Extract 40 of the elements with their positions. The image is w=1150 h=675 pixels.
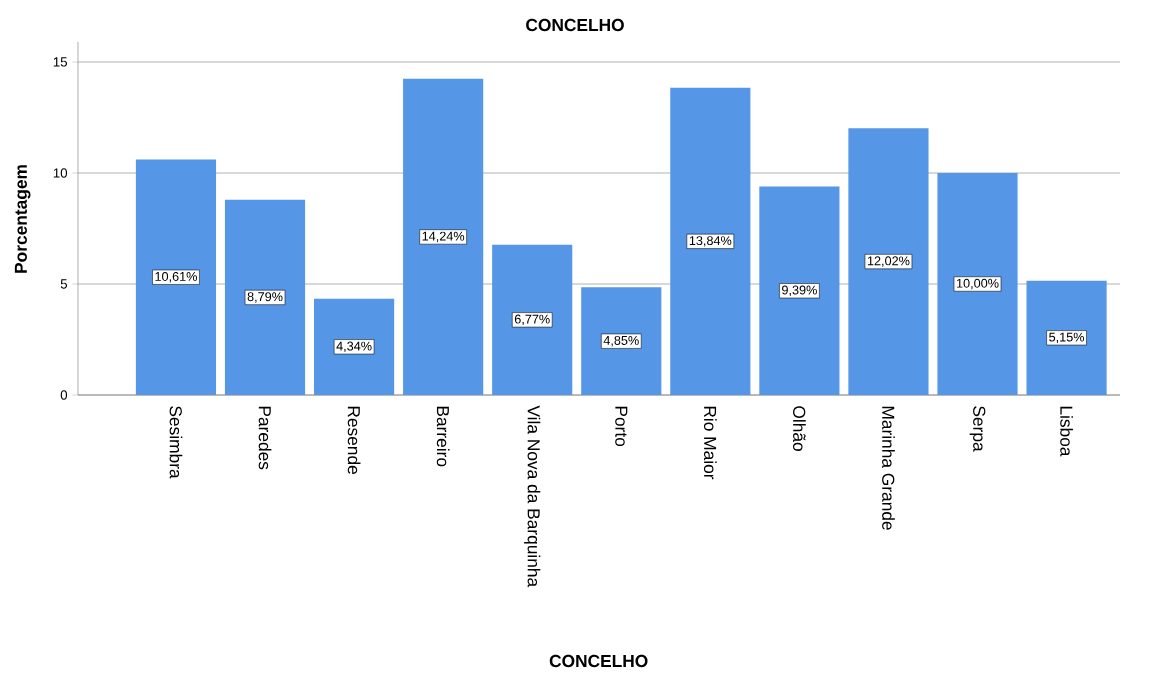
x-tick-label: Rio Maior — [703, 406, 717, 480]
bar — [759, 186, 840, 395]
x-tick-label: Lisboa — [1060, 406, 1073, 457]
bar — [135, 159, 217, 395]
data-label: 14,24% — [422, 231, 465, 243]
y-tick-label: 0 — [60, 390, 68, 400]
data-label: 10,61% — [155, 271, 197, 283]
data-label: 13,84% — [689, 236, 732, 247]
data-label: 5,15% — [1049, 332, 1085, 344]
bar — [492, 244, 573, 395]
data-label: 10,00% — [956, 278, 999, 290]
data-label: 8,79% — [247, 292, 283, 303]
bar — [314, 298, 395, 395]
data-label: 6,77% — [514, 314, 550, 326]
x-tick-label: Paredes — [258, 406, 272, 470]
x-tick-label: Olhão — [793, 406, 806, 451]
x-axis-title: CONCELHO — [549, 654, 648, 668]
bar — [670, 87, 751, 395]
bar — [403, 78, 484, 395]
data-label: 12,02% — [867, 256, 910, 267]
bar — [224, 199, 306, 395]
y-tick-label: 5 — [60, 279, 68, 289]
bar — [1026, 280, 1107, 395]
y-axis-title: Porcentagem — [14, 165, 31, 273]
x-tick-label: Sesimbra — [169, 406, 183, 479]
data-label: 4,85% — [603, 335, 639, 347]
x-tick-label: Barreiro — [436, 406, 450, 467]
x-tick-label: Resende — [347, 406, 361, 474]
x-tick-label: Serpa — [969, 406, 986, 452]
data-label: 9,39% — [782, 285, 817, 297]
bar — [581, 287, 662, 395]
data-label: 4,34% — [336, 341, 372, 353]
bar — [937, 172, 1018, 395]
bar — [848, 128, 929, 395]
x-tick-label: Porto — [615, 406, 628, 447]
y-tick-label: 15 — [53, 57, 68, 67]
y-tick-label: 10 — [53, 168, 68, 178]
x-tick-label: Vila Nova da Barquinha — [524, 405, 541, 588]
chart-title: CONCELHO — [526, 18, 624, 32]
x-tick-label: Marinha Grande — [882, 406, 895, 530]
